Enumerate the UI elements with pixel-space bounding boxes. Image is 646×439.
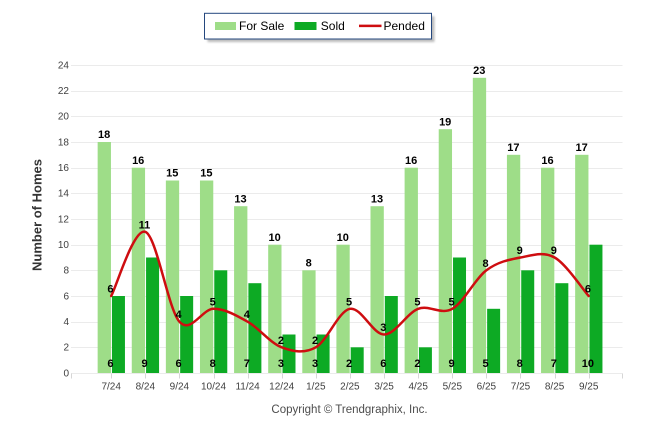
- svg-text:2: 2: [278, 335, 284, 347]
- svg-text:6: 6: [63, 291, 69, 302]
- svg-text:Number of Homes: Number of Homes: [30, 159, 45, 271]
- svg-text:9: 9: [141, 358, 147, 370]
- svg-text:7/24: 7/24: [101, 382, 121, 393]
- svg-text:4: 4: [244, 309, 251, 321]
- svg-text:9/25: 9/25: [579, 382, 599, 393]
- svg-text:13: 13: [234, 193, 246, 205]
- svg-text:10: 10: [268, 232, 280, 244]
- svg-text:4: 4: [63, 317, 69, 328]
- svg-text:17: 17: [575, 142, 587, 154]
- svg-text:8/25: 8/25: [545, 382, 565, 393]
- svg-text:2: 2: [414, 358, 420, 370]
- svg-text:8: 8: [306, 258, 312, 270]
- svg-text:16: 16: [405, 155, 417, 167]
- svg-text:5/25: 5/25: [443, 382, 463, 393]
- svg-text:6: 6: [107, 284, 113, 296]
- svg-text:24: 24: [58, 60, 70, 71]
- svg-text:13: 13: [371, 193, 383, 205]
- svg-text:15: 15: [166, 168, 178, 180]
- svg-text:Pended: Pended: [384, 19, 425, 33]
- svg-text:18: 18: [98, 129, 110, 141]
- svg-text:1/25: 1/25: [306, 382, 326, 393]
- svg-text:2: 2: [312, 335, 318, 347]
- svg-text:2/25: 2/25: [340, 382, 360, 393]
- svg-text:2: 2: [346, 358, 352, 370]
- svg-text:4: 4: [176, 309, 183, 321]
- svg-text:11: 11: [139, 219, 151, 231]
- svg-text:3: 3: [312, 358, 318, 370]
- svg-text:10: 10: [337, 232, 349, 244]
- svg-text:18: 18: [58, 137, 70, 148]
- svg-text:5: 5: [448, 296, 454, 308]
- svg-text:16: 16: [132, 155, 144, 167]
- svg-text:9: 9: [551, 245, 557, 257]
- svg-text:3/25: 3/25: [374, 382, 394, 393]
- svg-text:6: 6: [380, 358, 386, 370]
- svg-text:16: 16: [58, 163, 70, 174]
- svg-text:6/25: 6/25: [477, 382, 497, 393]
- svg-text:7/25: 7/25: [511, 382, 531, 393]
- svg-text:4/25: 4/25: [408, 382, 428, 393]
- svg-text:0: 0: [63, 368, 69, 379]
- svg-text:10: 10: [582, 358, 594, 370]
- svg-text:15: 15: [200, 168, 212, 180]
- svg-text:6: 6: [585, 284, 591, 296]
- svg-text:2: 2: [63, 343, 69, 354]
- svg-text:Copyright © Trendgraphix, Inc.: Copyright © Trendgraphix, Inc.: [271, 404, 427, 416]
- svg-text:7: 7: [551, 358, 557, 370]
- svg-text:14: 14: [58, 189, 70, 200]
- svg-text:7: 7: [244, 358, 250, 370]
- svg-text:5: 5: [210, 296, 216, 308]
- svg-text:3: 3: [278, 358, 284, 370]
- svg-text:9: 9: [448, 358, 454, 370]
- svg-text:22: 22: [58, 86, 70, 97]
- svg-text:12: 12: [58, 214, 70, 225]
- svg-text:9/24: 9/24: [170, 382, 190, 393]
- svg-text:5: 5: [483, 358, 489, 370]
- svg-text:6: 6: [176, 358, 182, 370]
- svg-text:8/24: 8/24: [136, 382, 156, 393]
- svg-text:8: 8: [63, 266, 69, 277]
- svg-text:8: 8: [517, 358, 523, 370]
- svg-text:19: 19: [439, 116, 451, 128]
- svg-text:12/24: 12/24: [269, 382, 294, 393]
- svg-text:8: 8: [483, 258, 489, 270]
- svg-text:Sold: Sold: [321, 19, 345, 33]
- svg-text:5: 5: [346, 296, 352, 308]
- svg-text:5: 5: [414, 296, 420, 308]
- svg-text:20: 20: [58, 112, 70, 123]
- svg-text:9: 9: [517, 245, 523, 257]
- svg-text:For Sale: For Sale: [239, 19, 285, 33]
- svg-text:16: 16: [541, 155, 553, 167]
- svg-text:6: 6: [107, 358, 113, 370]
- svg-text:8: 8: [210, 358, 216, 370]
- svg-text:17: 17: [507, 142, 519, 154]
- svg-text:23: 23: [473, 65, 485, 77]
- svg-text:11/24: 11/24: [235, 382, 260, 393]
- svg-text:10: 10: [58, 240, 70, 251]
- svg-text:3: 3: [380, 322, 386, 334]
- svg-text:10/24: 10/24: [201, 382, 226, 393]
